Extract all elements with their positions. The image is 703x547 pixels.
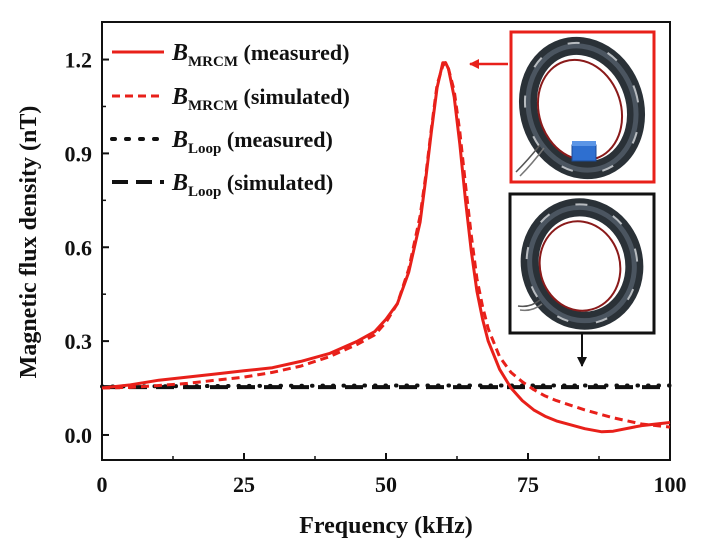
series-line-b-loop-measured	[100, 383, 672, 389]
legend-suffix: (simulated)	[221, 170, 333, 195]
legend-entry-mrcm-measured: BMRCM (measured)	[112, 40, 349, 70]
legend-suffix: (measured)	[221, 127, 332, 152]
legend-subscript: MRCM	[188, 54, 238, 70]
x-tick-label-2: 50	[375, 472, 397, 497]
inset-loop-photo	[508, 192, 656, 335]
legend-suffix: (measured)	[238, 40, 349, 65]
legend: BMRCM (measured) BMRCM (simulated) BLoop…	[110, 40, 350, 200]
legend-subscript: MRCM	[188, 98, 238, 114]
legend-subscript: Loop	[188, 184, 221, 200]
y-tick-label-0: 0.0	[65, 423, 93, 448]
legend-symbol: B	[171, 127, 188, 153]
legend-label-loop-simulated: BLoop (simulated)	[171, 170, 333, 200]
x-axis-tick-labels: 0 25 50 75 100	[97, 472, 687, 497]
series-layer	[100, 61, 672, 434]
series-line-b-mrcm-simulated	[101, 61, 671, 429]
x-tick-label-3: 75	[517, 472, 539, 497]
coil-image-mrcm	[515, 36, 646, 180]
legend-entry-mrcm-simulated: BMRCM (simulated)	[112, 84, 350, 114]
y-tick-label-2: 0.6	[65, 235, 93, 260]
x-tick-label-4: 100	[654, 472, 687, 497]
legend-suffix: (simulated)	[238, 84, 350, 109]
x-tick-label-1: 25	[233, 472, 255, 497]
coil-image-loop	[517, 198, 644, 330]
legend-subscript: Loop	[188, 141, 221, 157]
y-tick-label-3: 0.9	[65, 141, 93, 166]
legend-label-loop-measured: BLoop (measured)	[171, 127, 333, 157]
y-axis-title: Magnetic flux density (nT)	[16, 106, 42, 379]
legend-symbol: B	[171, 84, 188, 110]
legend-symbol: B	[171, 170, 188, 196]
y-axis-ticks	[102, 58, 109, 436]
y-tick-label-4: 1.2	[65, 48, 93, 73]
series-line-b-mrcm-measured	[101, 61, 671, 434]
y-tick-label-1: 0.3	[65, 329, 93, 354]
legend-symbol: B	[171, 40, 188, 66]
x-axis-ticks	[101, 453, 671, 460]
legend-label-mrcm-simulated: BMRCM (simulated)	[171, 84, 350, 114]
legend-entry-loop-measured: BLoop (measured)	[110, 127, 333, 157]
y-axis-tick-labels: 0.0 0.3 0.6 0.9 1.2	[65, 48, 93, 448]
x-axis-title: Frequency (kHz)	[299, 513, 473, 539]
x-tick-label-0: 0	[97, 472, 108, 497]
legend-entry-loop-simulated: BLoop (simulated)	[112, 170, 333, 200]
legend-label-mrcm-measured: BMRCM (measured)	[171, 40, 349, 70]
inset-mrcm-photo	[509, 30, 656, 184]
